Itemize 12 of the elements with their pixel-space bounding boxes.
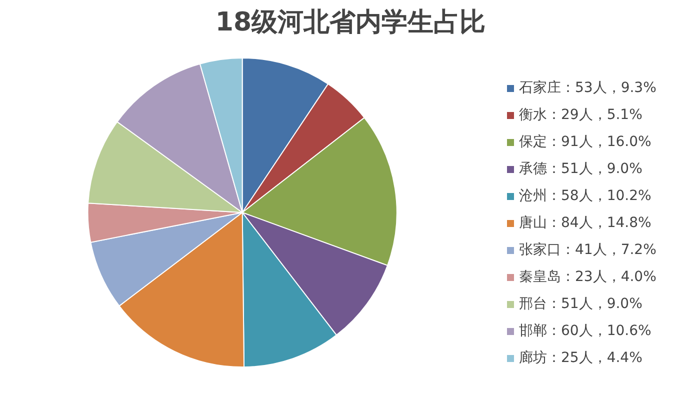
legend-label: 秦皇岛：23人，4.0% bbox=[519, 268, 656, 286]
legend-label: 廊坊：25人，4.4% bbox=[519, 349, 642, 367]
chart-title: 18级河北省内学生占比 bbox=[215, 8, 486, 38]
legend-label: 邢台：51人，9.0% bbox=[519, 295, 642, 313]
legend-label: 保定：91人，16.0% bbox=[519, 133, 652, 151]
legend-label: 承德：51人，9.0% bbox=[519, 160, 642, 178]
legend-label: 张家口：41人，7.2% bbox=[519, 241, 656, 259]
legend-label: 沧州：58人，10.2% bbox=[519, 187, 652, 205]
legend-label: 衡水：29人，5.1% bbox=[519, 106, 642, 124]
legend-label: 邯郸：60人，10.6% bbox=[519, 322, 652, 340]
legend-label: 唐山：84人，14.8% bbox=[519, 214, 652, 232]
legend-label: 石家庄：53人，9.3% bbox=[519, 79, 656, 97]
